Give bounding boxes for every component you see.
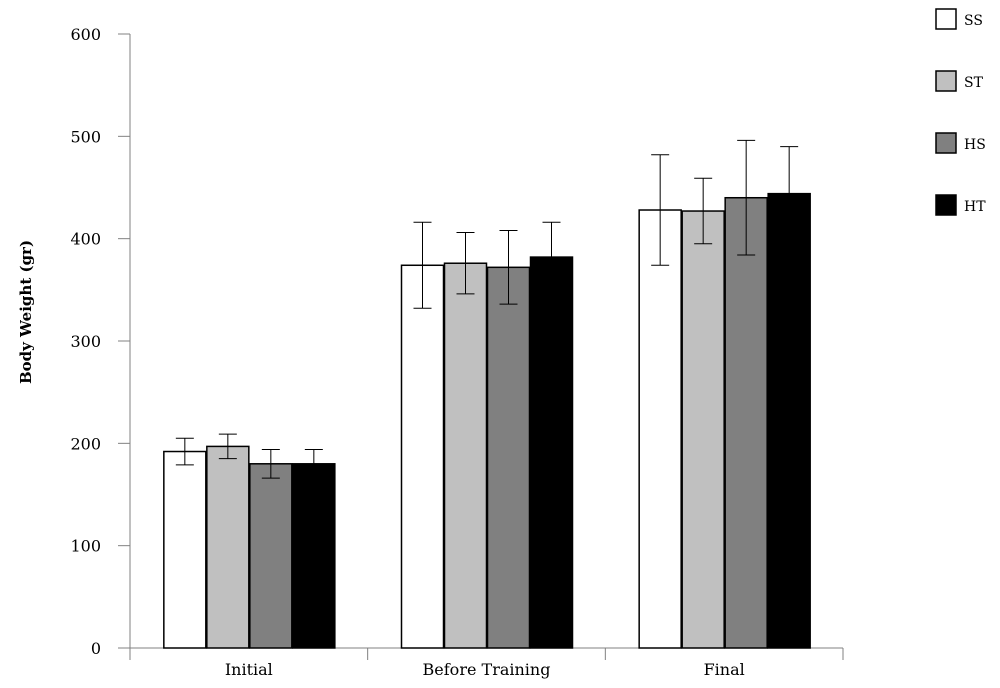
legend-swatch-st (935, 70, 957, 92)
legend-label-ss: SS (964, 13, 983, 29)
bar-ht-2 (767, 192, 811, 649)
y-tick-label: 300 (70, 332, 101, 351)
bar-st-0 (206, 445, 250, 649)
bar-hs-0 (249, 463, 293, 649)
bar-ht-0 (292, 463, 336, 649)
y-tick-label: 200 (70, 434, 101, 453)
legend-label-st: ST (964, 75, 984, 91)
error-bars (175, 139, 799, 479)
y-tick-label: 400 (70, 230, 101, 249)
x-tick-label: Initial (225, 660, 273, 679)
y-tick-label: 500 (70, 127, 101, 146)
y-axis-label: Body Weight (gr) (17, 240, 35, 384)
bar-ss-1 (400, 264, 445, 649)
x-tick-label: Final (704, 660, 745, 679)
x-tick-label: Before Training (423, 660, 551, 679)
bar-hs-2 (724, 196, 768, 649)
bar-ht-1 (529, 256, 574, 649)
y-tick-label: 100 (70, 537, 101, 556)
legend: SS ST HS HT (935, 8, 986, 216)
y-tick-label: 0 (91, 639, 101, 658)
legend-label-hs: HS (964, 137, 986, 153)
bar-st-1 (443, 262, 488, 649)
y-tick-label: 600 (70, 25, 101, 44)
bar-ss-2 (638, 209, 682, 649)
bar-hs-1 (486, 266, 531, 649)
legend-label-ht: HT (964, 199, 986, 215)
legend-swatch-ss (935, 8, 957, 30)
axes: 0 100 200 300 400 500 600 Initial Before Trainin… (70, 25, 844, 679)
legend-swatch-ht (935, 194, 957, 216)
legend-swatch-hs (935, 132, 957, 154)
bars (163, 192, 811, 649)
bar-st-2 (681, 210, 725, 649)
bar-ss-0 (163, 450, 207, 649)
